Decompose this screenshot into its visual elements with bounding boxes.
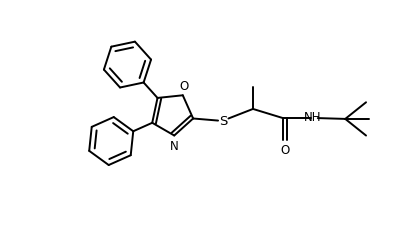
Text: S: S [219,114,227,128]
Text: O: O [280,143,290,156]
Text: N: N [170,140,179,153]
Text: NH: NH [304,111,322,124]
Text: O: O [180,80,189,93]
